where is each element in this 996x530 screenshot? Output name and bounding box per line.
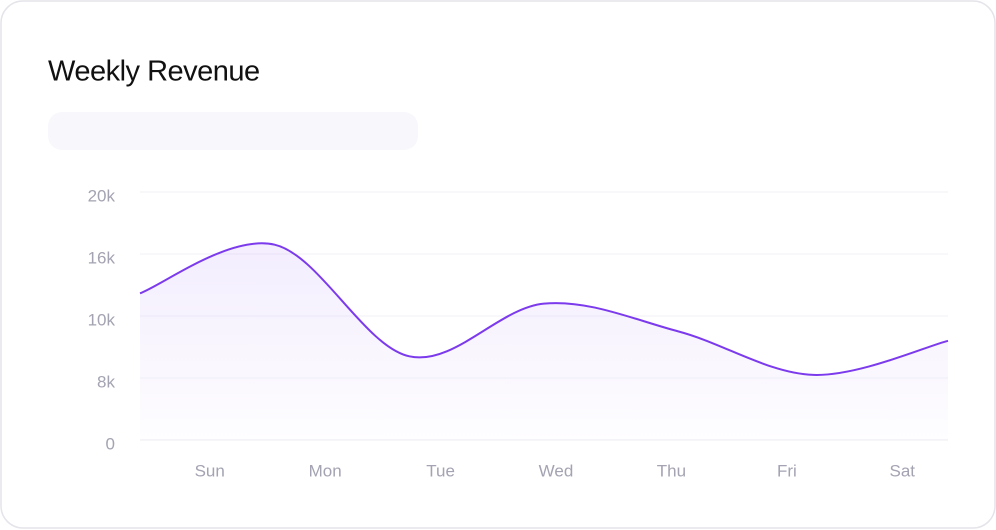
x-tick-label: Thu	[657, 461, 686, 480]
skeleton-bar	[48, 112, 418, 150]
chart-title: Weekly Revenue	[48, 56, 260, 88]
x-tick-label: Sun	[195, 461, 225, 480]
x-tick-label: Sat	[890, 461, 916, 480]
y-tick-label: 20k	[88, 186, 116, 205]
y-tick-label: 10k	[88, 310, 116, 329]
line	[139, 242, 949, 376]
x-tick-label: Wed	[539, 461, 574, 480]
y-tick-label: 8k	[97, 372, 115, 391]
x-tick-label: Tue	[426, 461, 455, 480]
y-tick-label: 16k	[88, 248, 116, 267]
y-tick-label: 0	[106, 434, 115, 453]
x-tick-label: Mon	[309, 461, 342, 480]
x-tick-label: Fri	[777, 461, 797, 480]
area	[140, 243, 948, 440]
